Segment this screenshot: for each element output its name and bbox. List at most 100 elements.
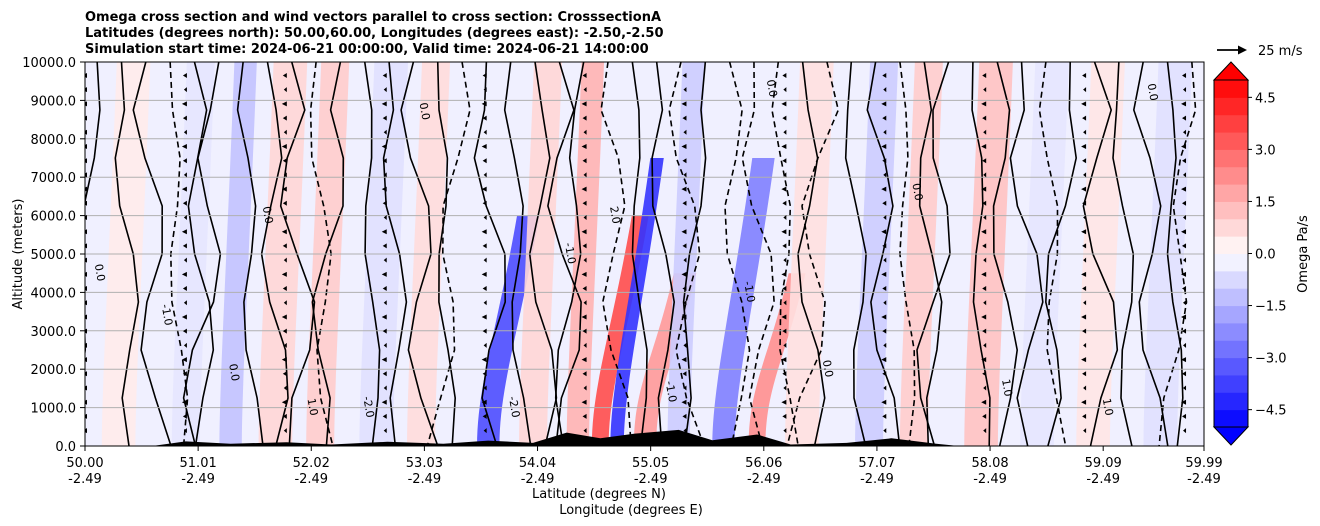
wind-vector-arrow — [482, 200, 487, 206]
wind-vector-arrow — [783, 129, 787, 135]
wind-vector-arrow — [882, 371, 887, 377]
wind-vector-arrow — [383, 215, 387, 221]
wind-vector-arrow — [281, 229, 287, 235]
wind-vector-arrow — [782, 200, 787, 206]
vector-key-label: 25 m/s — [1258, 44, 1303, 59]
contour-label: 1.0 — [305, 397, 321, 416]
wind-vector-arrow — [183, 215, 187, 221]
wind-vector-arrow — [882, 115, 887, 121]
wind-vector-arrow — [381, 314, 387, 320]
colorbar-segment — [1214, 305, 1248, 324]
wind-vector-arrow — [583, 428, 587, 434]
wind-vector-arrow — [682, 371, 687, 377]
wind-vector-arrow — [282, 286, 287, 292]
wind-vector-arrow — [282, 158, 287, 164]
wind-vector-arrow — [382, 371, 387, 377]
x-tick-label-latitude: 56.06 — [745, 456, 782, 471]
wind-vector-arrow — [1183, 385, 1187, 391]
x-axis-label-longitude: Longitude (degrees E) — [559, 503, 703, 518]
wind-vector-arrow — [583, 215, 587, 221]
wind-vector-arrow — [682, 328, 687, 334]
wind-vector-arrow — [882, 328, 887, 334]
wind-vector-arrow — [1182, 413, 1187, 419]
wind-vector-arrow — [1082, 243, 1087, 249]
wind-vector-arrow — [1182, 115, 1187, 121]
wind-vectors — [85, 72, 1187, 434]
contour-labels: 0.0 -1.0 0.0 0.0 1.0 -2.0 0.0 -2.0 -1.0 2.0 -1.0 0.… — [92, 79, 1161, 419]
x-tick-label-latitude: 53.03 — [406, 456, 443, 471]
wind-vector-arrow — [883, 172, 887, 178]
wind-vector-arrow — [883, 129, 887, 135]
wind-vector-arrow — [783, 428, 787, 434]
x-axis-label-latitude: Latitude (degrees N) — [532, 487, 666, 502]
wind-vector-arrow — [1183, 257, 1187, 263]
x-tick-label-longitude: -2.49 — [1187, 472, 1221, 487]
wind-vector-arrow — [782, 158, 787, 164]
wind-vector-arrow — [783, 215, 787, 221]
wind-vector-arrow — [781, 186, 787, 192]
colorbar-segment — [1214, 340, 1248, 359]
wind-vector-arrow — [581, 143, 587, 149]
wind-vector-arrow — [981, 229, 987, 235]
wind-vector-arrow — [781, 143, 787, 149]
wind-vector-arrow — [282, 413, 287, 419]
y-tick-label: 0.0 — [55, 440, 76, 455]
wind-vector-arrow — [1081, 271, 1087, 277]
wind-vector-arrow — [781, 314, 787, 320]
wind-vector-arrow — [982, 115, 987, 121]
wind-vector-arrow — [382, 200, 387, 206]
wind-vector-arrow — [1082, 200, 1087, 206]
wind-vector-arrow — [482, 243, 487, 249]
wind-vector-arrow — [1182, 328, 1187, 334]
y-tick-label: 9000.0 — [31, 94, 77, 109]
colorbar-tick-label: −1.5 — [1255, 300, 1287, 315]
contour-line — [85, 62, 101, 357]
wind-vector-arrow — [683, 257, 687, 263]
colorbar-segment — [1214, 201, 1248, 220]
wind-vector-arrow — [483, 215, 487, 221]
wind-vector-arrow — [283, 385, 287, 391]
x-tick-label-longitude: -2.49 — [68, 472, 102, 487]
wind-vector-arrow — [682, 243, 687, 249]
wind-vector-arrow — [983, 428, 987, 434]
wind-vector-arrow — [283, 87, 287, 93]
wind-vector-arrow — [181, 271, 187, 277]
wind-vector-arrow — [681, 314, 687, 320]
wind-vector-arrow — [1182, 72, 1187, 78]
wind-vector-arrow — [381, 357, 387, 363]
wind-vector-arrow — [282, 72, 287, 78]
wind-vector-arrow — [581, 229, 587, 235]
wind-vector-arrow — [781, 229, 787, 235]
wind-vector-arrow — [683, 342, 687, 348]
wind-vector-arrow — [481, 186, 487, 192]
wind-vector-arrow — [183, 300, 187, 306]
wind-vector-arrow — [282, 200, 287, 206]
wind-vector-arrow — [1183, 342, 1187, 348]
wind-vector-arrow — [982, 158, 987, 164]
wind-vector-arrow — [283, 428, 287, 434]
wind-vector-arrow — [881, 314, 887, 320]
wind-vector-arrow — [181, 399, 187, 405]
wind-vector-arrow — [481, 271, 487, 277]
wind-vector-arrow — [282, 243, 287, 249]
wind-vector-arrow — [582, 243, 587, 249]
contour-line — [741, 62, 775, 446]
y-tick-label: 7000.0 — [31, 171, 77, 186]
wind-vector-arrow — [982, 328, 987, 334]
colorbar-tick-label: −3.0 — [1255, 352, 1287, 367]
vector-key: 25 m/s — [1217, 44, 1303, 59]
x-axis: 50.00-2.4951.01-2.4952.02-2.4953.03-2.49… — [66, 446, 1223, 487]
x-tick-label-latitude: 59.99 — [1185, 456, 1222, 471]
wind-vector-arrow — [782, 286, 787, 292]
wind-vector-arrow — [681, 101, 687, 107]
title-line-2: Latitudes (degrees north): 50.00,60.00, … — [85, 26, 664, 41]
wind-vector-arrow — [383, 385, 387, 391]
wind-vector-arrow — [381, 399, 387, 405]
wind-vector-arrow — [281, 314, 287, 320]
wind-vector-arrow — [1181, 143, 1187, 149]
wind-vector-arrow — [1082, 371, 1087, 377]
colorbar-segment — [1214, 409, 1248, 428]
colorbar-segment — [1214, 288, 1248, 307]
wind-vector-arrow — [182, 243, 187, 249]
wind-vector-arrow — [1083, 215, 1087, 221]
